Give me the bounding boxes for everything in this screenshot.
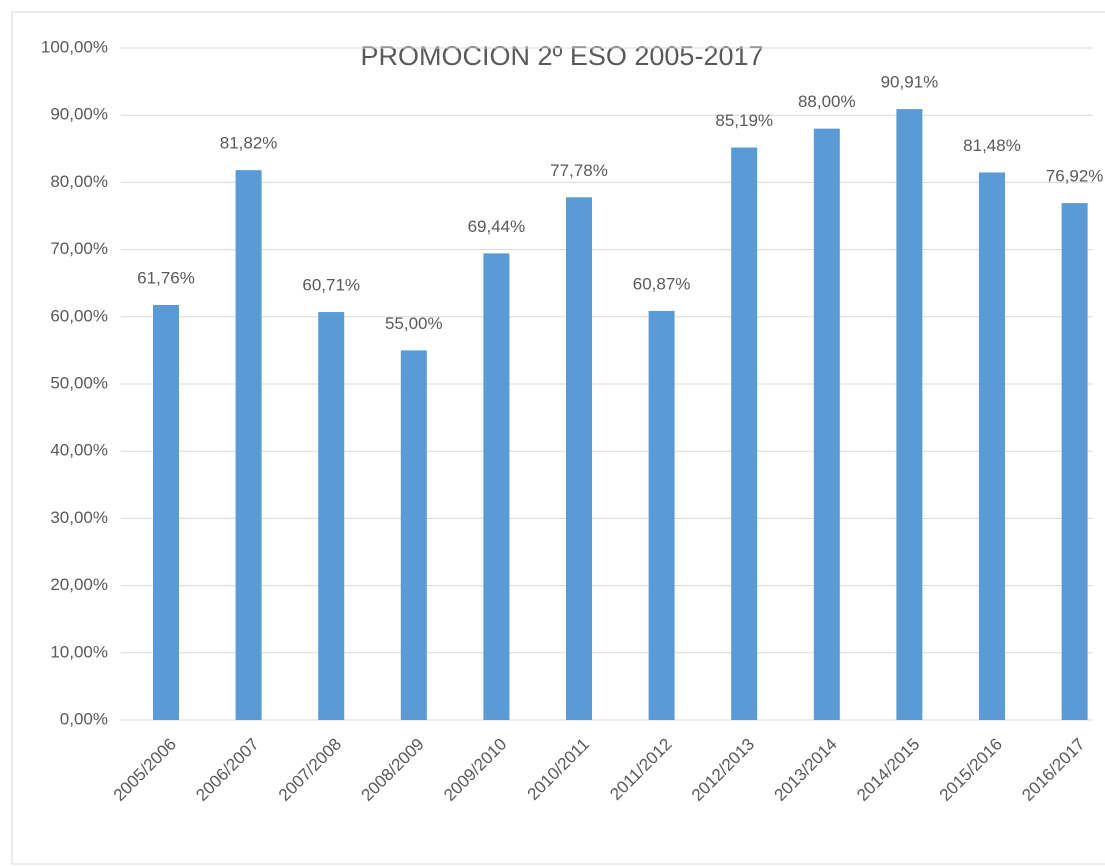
bar <box>1061 203 1088 720</box>
value-label: 60,87% <box>633 274 691 293</box>
y-tick-label: 50,00% <box>50 373 108 392</box>
y-tick-label: 60,00% <box>50 306 108 325</box>
value-label: 60,71% <box>302 276 360 295</box>
bar <box>483 253 510 720</box>
bar <box>896 109 923 721</box>
y-tick-label: 40,00% <box>50 441 108 460</box>
y-tick-label: 70,00% <box>50 239 108 258</box>
value-label: 61,76% <box>137 268 195 287</box>
bar <box>648 310 675 720</box>
value-label: 81,82% <box>220 134 278 153</box>
bar <box>318 312 345 720</box>
bar <box>400 350 427 720</box>
y-tick-label: 90,00% <box>50 105 108 124</box>
value-label: 90,91% <box>881 73 939 92</box>
bar <box>731 147 758 720</box>
value-label: 55,00% <box>385 314 443 333</box>
bar <box>813 128 840 720</box>
value-label: 69,44% <box>468 217 526 236</box>
value-label: 81,48% <box>963 136 1021 155</box>
bar <box>235 170 262 720</box>
y-tick-label: 20,00% <box>50 575 108 594</box>
value-label: 76,92% <box>1046 167 1104 186</box>
value-label: 77,78% <box>550 161 608 180</box>
y-tick-label: 80,00% <box>50 172 108 191</box>
y-tick-label: 0,00% <box>60 709 108 728</box>
bar <box>566 197 592 720</box>
y-tick-label: 100,00% <box>41 37 108 56</box>
y-tick-label: 30,00% <box>50 508 108 527</box>
chart-title: PROMOCION 2º ESO 2005-2017 <box>360 41 763 71</box>
value-label: 88,00% <box>798 92 856 111</box>
y-tick-label: 10,00% <box>50 642 108 661</box>
chart-border <box>11 11 1105 865</box>
value-label: 85,19% <box>715 111 773 130</box>
bar <box>979 172 1005 720</box>
bar <box>153 304 179 720</box>
